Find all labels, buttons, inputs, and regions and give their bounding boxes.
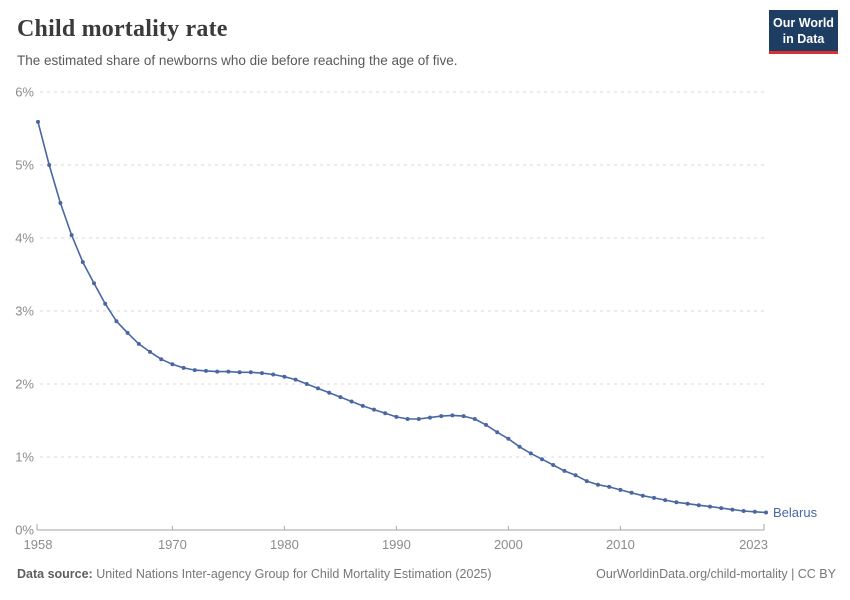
data-point-marker[interactable] [517, 444, 522, 449]
data-point-marker[interactable] [607, 484, 612, 489]
data-point-marker[interactable] [416, 417, 421, 421]
data-point-marker[interactable] [136, 341, 141, 346]
data-point-marker[interactable] [226, 369, 231, 374]
data-point-marker[interactable] [696, 503, 701, 508]
data-point-marker[interactable] [439, 414, 444, 419]
x-axis-label: 1980 [270, 537, 299, 552]
data-point-marker[interactable] [170, 362, 175, 367]
data-point-marker[interactable] [484, 422, 488, 427]
data-point-marker[interactable] [640, 493, 645, 498]
chart-subtitle: The estimated share of newborns who die … [17, 53, 458, 68]
owid-logo-line2: in Data [782, 32, 825, 46]
data-point-marker[interactable] [394, 414, 399, 419]
owid-logo-line1: Our World [773, 16, 834, 30]
data-point-marker[interactable] [685, 501, 690, 506]
y-axis-label: 2% [15, 377, 34, 392]
x-axis-label: 1990 [382, 537, 411, 552]
data-point-marker[interactable] [652, 495, 656, 500]
footer-link[interactable]: OurWorldinData.org/child-mortality | CC … [596, 567, 836, 581]
x-axis-label: 2000 [494, 537, 523, 552]
data-point-marker[interactable] [148, 349, 152, 354]
data-point-marker[interactable] [58, 201, 63, 205]
data-point-marker[interactable] [584, 479, 589, 484]
data-point-marker[interactable] [282, 374, 287, 379]
y-axis-label: 4% [15, 231, 34, 246]
data-point-marker[interactable] [293, 377, 298, 382]
x-axis-label: 1970 [158, 537, 187, 552]
data-point-marker[interactable] [472, 417, 477, 421]
data-point-marker[interactable] [372, 407, 376, 412]
data-point-marker[interactable] [80, 260, 85, 265]
data-point-marker[interactable] [125, 330, 130, 335]
x-axis-label: 1958 [24, 537, 53, 552]
data-point-marker[interactable] [764, 510, 768, 515]
data-point-marker[interactable] [752, 509, 757, 514]
data-point-marker[interactable] [540, 457, 544, 462]
data-point-marker[interactable] [327, 390, 332, 395]
owid-logo: Our World in Data [769, 10, 838, 54]
y-axis-label: 6% [15, 85, 34, 100]
data-source-note: Data source: United Nations Inter-agency… [17, 567, 492, 581]
data-point-marker[interactable] [573, 473, 578, 478]
x-axis-label: 2023 [739, 537, 768, 552]
data-point-marker[interactable] [248, 370, 253, 375]
data-point-marker[interactable] [304, 382, 309, 386]
data-point-marker[interactable] [92, 281, 96, 286]
data-point-marker[interactable] [741, 509, 746, 513]
data-point-marker[interactable] [181, 365, 186, 370]
data-source-label: Data source: [17, 567, 93, 581]
data-point-marker[interactable] [730, 507, 735, 512]
data-point-marker[interactable] [674, 500, 679, 505]
y-axis-label: 3% [15, 304, 34, 319]
data-point-marker[interactable] [450, 413, 455, 418]
y-axis-label: 0% [15, 523, 34, 538]
data-point-marker[interactable] [383, 411, 388, 416]
y-axis-label: 1% [15, 450, 34, 465]
data-point-marker[interactable] [405, 417, 410, 421]
x-axis-label: 2010 [606, 537, 635, 552]
series-line[interactable] [37, 121, 767, 514]
data-source-text: United Nations Inter-agency Group for Ch… [92, 567, 492, 581]
data-point-marker[interactable] [461, 414, 466, 419]
data-point-marker[interactable] [260, 371, 264, 376]
data-point-marker[interactable] [495, 430, 500, 435]
y-axis-label: 5% [15, 158, 34, 173]
data-point-marker[interactable] [349, 399, 354, 404]
data-point-marker[interactable] [360, 403, 365, 408]
data-point-marker[interactable] [708, 504, 712, 509]
data-point-marker[interactable] [618, 487, 623, 492]
data-point-marker[interactable] [271, 372, 276, 377]
data-point-marker[interactable] [629, 490, 634, 495]
data-point-marker[interactable] [114, 319, 119, 324]
chart-footer: Data source: United Nations Inter-agency… [17, 567, 836, 581]
data-point-marker[interactable] [562, 468, 567, 473]
data-point-marker[interactable] [47, 163, 52, 167]
entity-label[interactable]: Belarus [773, 505, 818, 520]
data-point-marker[interactable] [215, 369, 220, 374]
data-point-marker[interactable] [316, 386, 320, 391]
data-point-marker[interactable] [596, 482, 600, 487]
data-point-marker[interactable] [103, 301, 108, 306]
data-point-marker[interactable] [663, 498, 668, 503]
data-point-marker[interactable] [192, 368, 197, 373]
data-point-marker[interactable] [338, 395, 343, 400]
chart-title: Child mortality rate [17, 16, 228, 42]
data-point-marker[interactable] [237, 370, 242, 375]
data-point-marker[interactable] [159, 357, 164, 362]
data-point-marker[interactable] [428, 415, 432, 420]
data-point-marker[interactable] [551, 463, 556, 467]
data-point-marker[interactable] [204, 368, 208, 373]
data-point-marker[interactable] [36, 119, 40, 124]
data-point-marker[interactable] [528, 451, 533, 456]
data-point-marker[interactable] [69, 233, 74, 238]
data-point-marker[interactable] [506, 436, 511, 441]
data-point-marker[interactable] [719, 506, 724, 511]
